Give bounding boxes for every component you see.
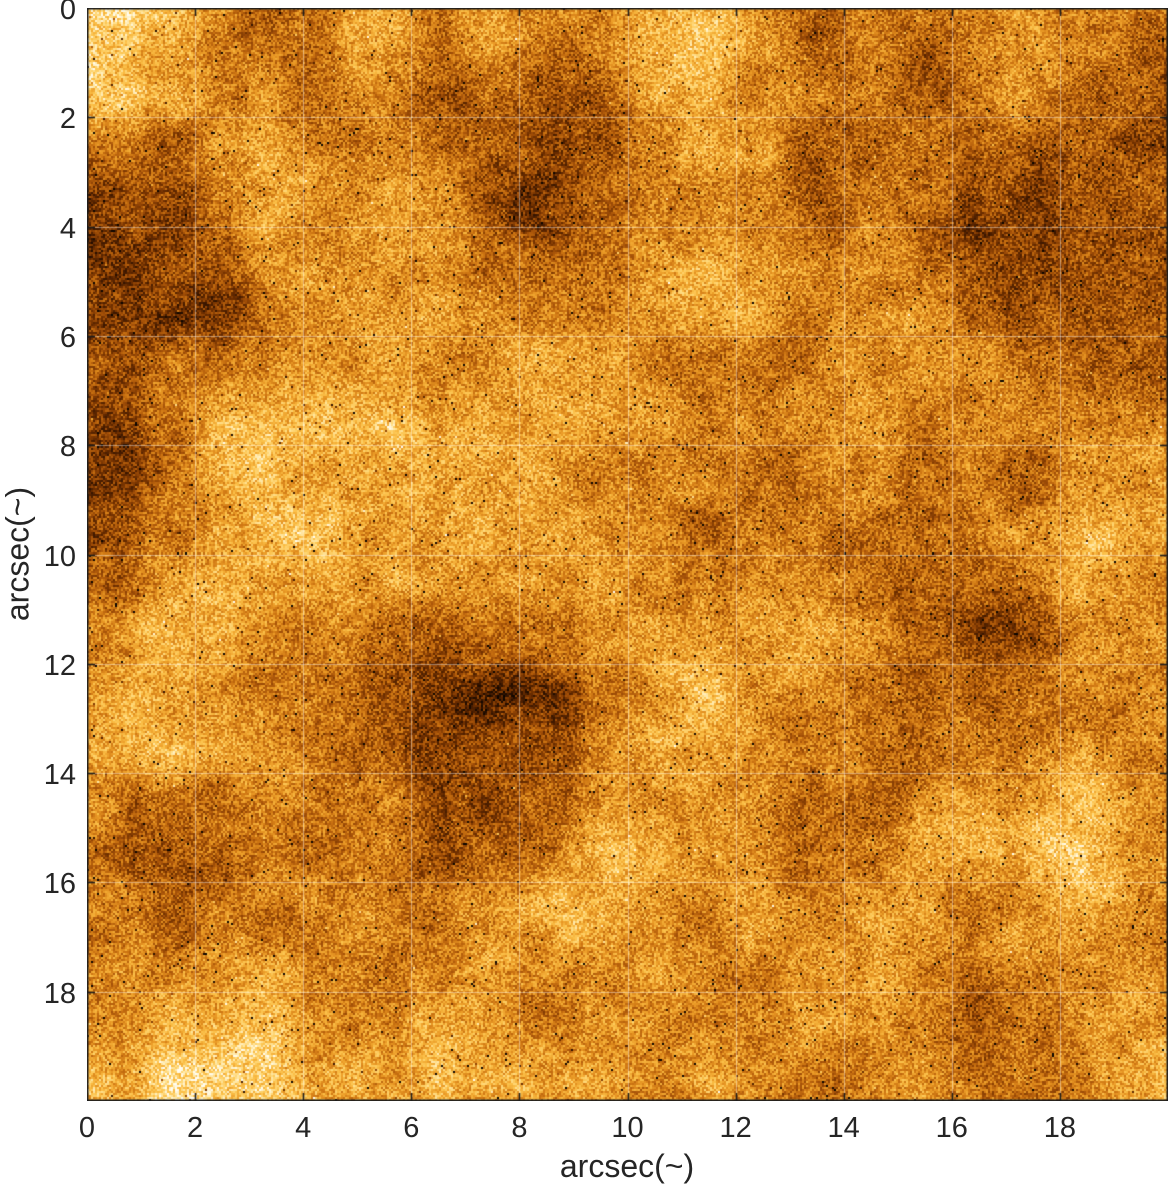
- x-tick-label: 18: [1043, 1112, 1077, 1144]
- heatmap-canvas: [87, 8, 1168, 1101]
- x-tick-label: 12: [719, 1112, 752, 1144]
- y-tick-label: 0: [59, 0, 76, 26]
- y-tick-label: 4: [59, 212, 76, 245]
- y-tick-label: 10: [43, 540, 76, 573]
- y-tick-label: 16: [43, 868, 76, 901]
- x-tick-label: 14: [827, 1112, 860, 1144]
- y-tick-label: 14: [43, 759, 76, 792]
- y-axis-label: arcsec(~): [0, 486, 36, 622]
- x-tick-label: 6: [403, 1112, 420, 1144]
- x-axis-label: arcsec(~): [559, 1148, 695, 1184]
- y-tick-label: 18: [43, 977, 76, 1010]
- x-tick-label: 2: [187, 1112, 204, 1144]
- x-tick-label: 0: [78, 1112, 96, 1144]
- x-tick-label: 4: [295, 1112, 312, 1144]
- y-tick-label: 12: [43, 649, 76, 682]
- x-tick-label: 10: [611, 1112, 644, 1144]
- y-tick-label: 8: [59, 431, 76, 464]
- y-tick-label: 6: [59, 321, 76, 354]
- x-tick-label: 8: [511, 1112, 528, 1144]
- x-tick-label: 16: [935, 1112, 968, 1144]
- y-tick-label: 2: [59, 103, 76, 136]
